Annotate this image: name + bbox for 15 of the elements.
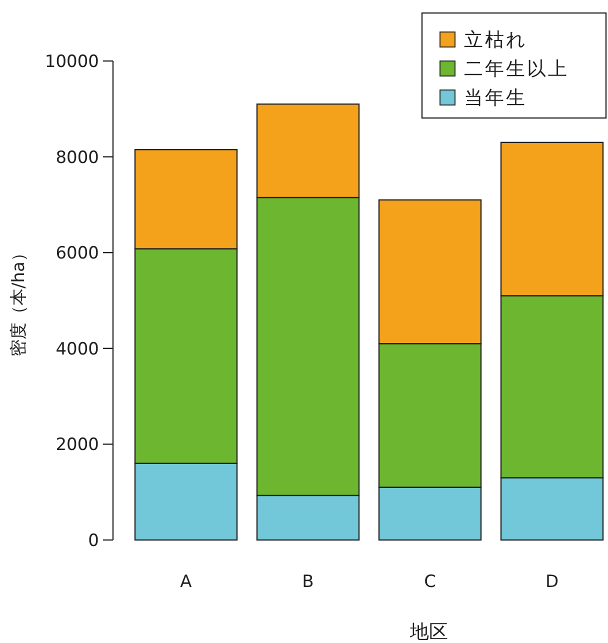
y-tick-label: 4000 <box>56 339 99 360</box>
legend-label: 当年生 <box>464 87 527 109</box>
x-tick-label: C <box>424 572 436 592</box>
x-tick-label: B <box>302 572 314 592</box>
x-tick-label: D <box>545 572 559 592</box>
y-tick-label: 6000 <box>56 244 99 264</box>
y-axis-title: 密度（本/ha） <box>9 244 29 356</box>
y-tick-label: 0 <box>88 531 99 551</box>
x-tick-label: A <box>180 572 192 592</box>
x-axis-title: 地区 <box>409 621 448 643</box>
legend-label: 二年生以上 <box>464 58 569 80</box>
y-tick-label: 10000 <box>44 52 99 72</box>
legend-label: 立枯れ <box>464 29 527 51</box>
y-tick-label: 8000 <box>56 148 99 168</box>
y-tick-label: 2000 <box>56 435 99 456</box>
